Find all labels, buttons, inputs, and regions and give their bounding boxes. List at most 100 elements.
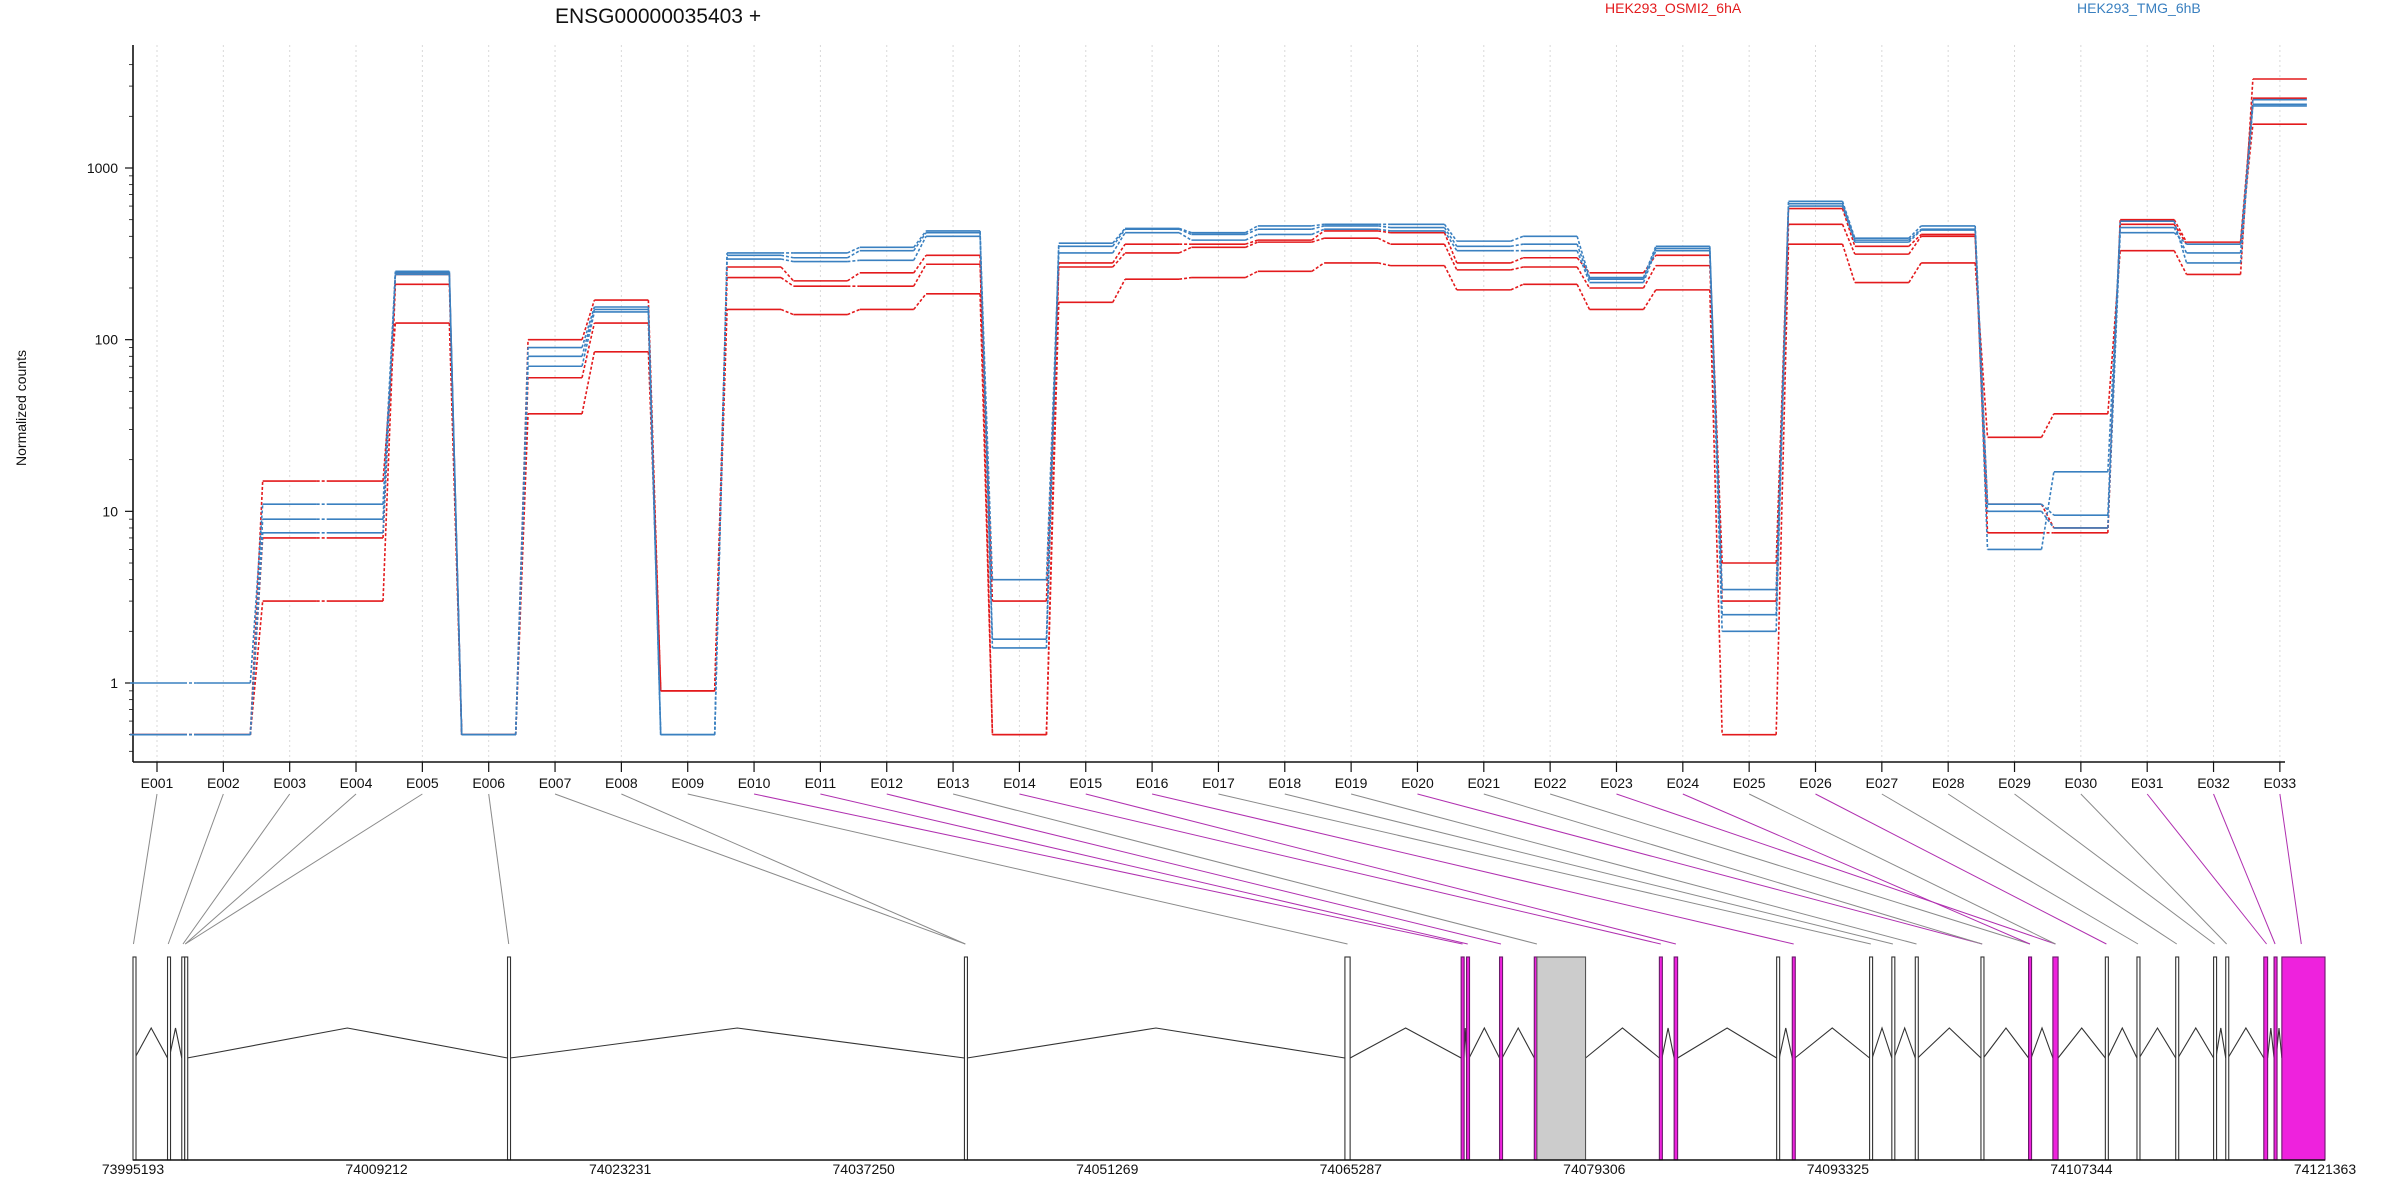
intron: [1677, 1027, 1777, 1059]
count-connector: [1974, 229, 1989, 550]
count-connector: [1974, 236, 1989, 533]
count-connector: [448, 274, 463, 735]
exon-connector: [2014, 793, 2215, 945]
legend-condition-b: HEK293_TMG_6hB: [2077, 0, 2201, 16]
exon-block: [2175, 956, 2180, 1161]
exon-label: E014: [1003, 775, 1036, 791]
intron: [2030, 1026, 2054, 1059]
exon-label: E012: [870, 775, 903, 791]
exon-block: [1673, 956, 1679, 1161]
count-connector: [1510, 235, 1524, 242]
intron: [2107, 1026, 2138, 1059]
exon-label: E021: [1467, 775, 1500, 791]
intron: [2227, 1026, 2265, 1059]
y-tick-label: 1000: [87, 160, 118, 176]
count-connector: [581, 351, 596, 414]
count-connector: [1378, 228, 1391, 232]
exon-block: [1536, 956, 1587, 1161]
exon-connector: [621, 793, 966, 945]
coordinate-label: 74065287: [1320, 1161, 1383, 1177]
count-connector: [581, 299, 596, 340]
count-connector: [846, 272, 861, 282]
exon-label: E002: [207, 775, 240, 791]
exon-block: [166, 956, 172, 1161]
count-connector: [913, 293, 927, 310]
intron: [134, 1026, 169, 1059]
count-connector: [1443, 230, 1458, 252]
count-connector: [1908, 225, 1922, 239]
count-connector: [1709, 289, 1723, 735]
exon-label: E020: [1401, 775, 1434, 791]
exon-block: [2104, 956, 2109, 1161]
exon-block: [506, 956, 512, 1161]
intron: [2267, 1027, 2275, 1059]
count-connector: [979, 293, 994, 735]
intron: [1917, 1027, 1982, 1059]
count-connector: [1841, 208, 1856, 247]
exon-connector: [167, 793, 224, 945]
exon-block: [1498, 956, 1504, 1161]
exon-connector: [753, 793, 1463, 945]
coordinate-label: 74037250: [833, 1161, 896, 1177]
count-connector: [1178, 276, 1192, 281]
genomic-coordinates: 73995193 74009212 74023231 74037250 74051269…: [102, 1159, 2356, 1177]
series-4: [130, 98, 2307, 736]
exon-connector: [1085, 793, 1677, 945]
exon-block: [2136, 956, 2141, 1161]
count-connector: [780, 258, 794, 263]
exon-block: [1465, 956, 1471, 1161]
count-connector: [1245, 228, 1259, 236]
count-connector: [780, 266, 794, 282]
exon-connector: [2279, 793, 2302, 945]
intron: [1982, 1027, 2029, 1059]
exon-label: E006: [472, 775, 505, 791]
exon-label: E016: [1136, 775, 1169, 791]
count-connector: [1908, 229, 1922, 243]
count-connector: [1045, 243, 1060, 648]
coordinate-label: 74079306: [1563, 1161, 1626, 1177]
exon-block: [184, 956, 189, 1161]
count-connector: [1974, 225, 1989, 505]
count-connector: [581, 322, 596, 378]
count-connector: [1245, 270, 1259, 279]
count-connector: [913, 230, 927, 248]
intron: [187, 1027, 508, 1059]
count-connector: [2239, 105, 2254, 245]
exon-block: [132, 956, 137, 1161]
count-connector: [581, 309, 596, 357]
exon-connector: [1019, 793, 1661, 945]
exon-label: E027: [1865, 775, 1898, 791]
exon-block: [2213, 956, 2218, 1161]
exon-connector: [1417, 793, 1983, 945]
exon-label: E025: [1733, 775, 1766, 791]
exon-connector: [1748, 793, 2056, 945]
count-connector: [1311, 230, 1325, 241]
count-connector: [1311, 237, 1325, 243]
intron: [1893, 1026, 1916, 1059]
exon-label: E008: [605, 775, 638, 791]
exon-block: [1891, 956, 1896, 1161]
count-connector: [847, 308, 861, 316]
exon-label: E017: [1202, 775, 1235, 791]
count-connector: [1576, 266, 1591, 289]
count-connector: [1112, 252, 1126, 268]
count-connector: [847, 246, 861, 254]
exon-label: E007: [539, 775, 572, 791]
count-connector: [2040, 413, 2055, 438]
count-connector: [1443, 232, 1458, 264]
exon-label: E023: [1600, 775, 1633, 791]
exon-block: [1658, 956, 1663, 1161]
intron: [2057, 1027, 2106, 1059]
count-connector: [1709, 246, 1723, 615]
count-connector: [1510, 266, 1524, 271]
count-connector: [1576, 250, 1591, 283]
count-connector: [2040, 510, 2055, 529]
count-connector: [780, 254, 794, 259]
count-connector: [1311, 262, 1325, 273]
count-connector: [1443, 227, 1458, 247]
exon-block: [1460, 956, 1465, 1161]
count-connector: [2173, 232, 2188, 245]
y-axis-label: Normalized counts: [13, 350, 29, 466]
intron: [1468, 1026, 1501, 1059]
